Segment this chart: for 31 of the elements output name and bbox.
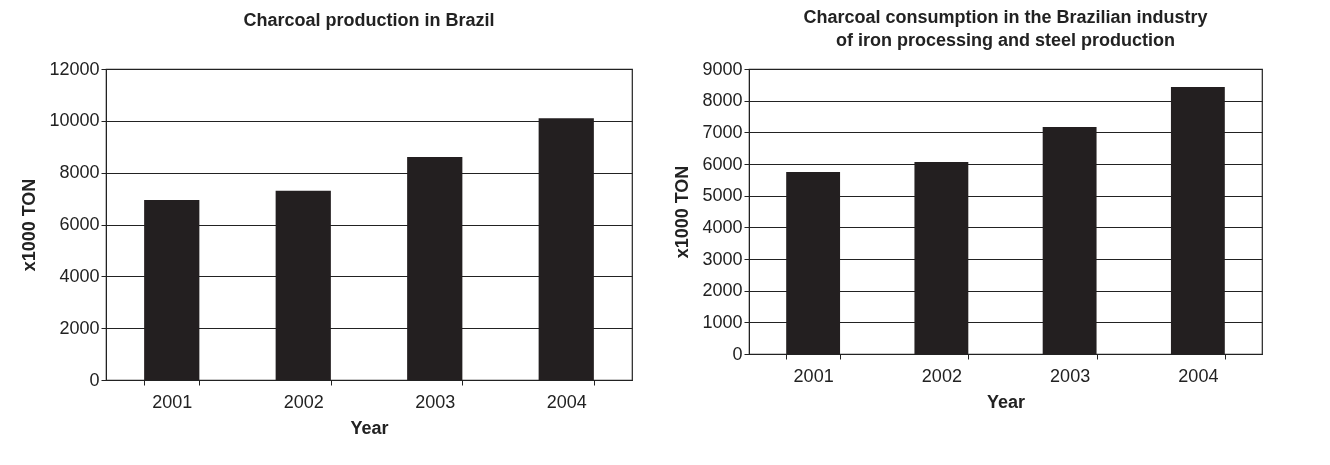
y-tick-label: 9000 [702, 58, 743, 79]
chart-title: Charcoal consumption in the Brazilian industry of iron processing and steel production [803, 7, 1208, 50]
y-tick-label: 3000 [702, 248, 743, 269]
y-tick-label: 2000 [702, 280, 743, 301]
y-tick-label: 2000 [59, 317, 100, 338]
y-tick-label: 4000 [702, 216, 743, 237]
y-tick-label: 6000 [59, 214, 100, 234]
x-tick-label: 2003 [415, 391, 456, 412]
y-tick-label: 12000 [49, 58, 100, 79]
y-tick-label: 8000 [702, 90, 743, 111]
y-tick-label: 8000 [59, 162, 100, 183]
y-tick-label: 4000 [59, 265, 100, 286]
x-tick-label: 2002 [921, 365, 962, 386]
x-tick-label: 2001 [152, 391, 193, 412]
y-tick-label: 0 [89, 369, 100, 390]
x-axis-title: Year [986, 391, 1026, 412]
y-tick-label: 10000 [49, 110, 100, 131]
y-tick-label: 5000 [702, 185, 743, 206]
x-tick-label: 2001 [793, 365, 834, 386]
y-axis-title: x1000 TON [672, 165, 693, 259]
y-tick-label: 0 [732, 343, 743, 364]
y-tick-label: 6000 [702, 153, 743, 174]
y-tick-label: 1000 [702, 311, 743, 332]
x-tick-label: 2004 [546, 391, 587, 412]
x-tick-label: 2003 [1050, 365, 1091, 386]
x-tick-label: 2002 [283, 391, 324, 412]
y-tick-label: 7000 [702, 121, 743, 142]
x-axis-title: Year [350, 417, 389, 438]
y-axis-title: x1000 TON [19, 178, 40, 272]
x-tick-label: 2004 [1178, 365, 1219, 386]
chart-title: Charcoal production in Brazil [243, 10, 495, 30]
